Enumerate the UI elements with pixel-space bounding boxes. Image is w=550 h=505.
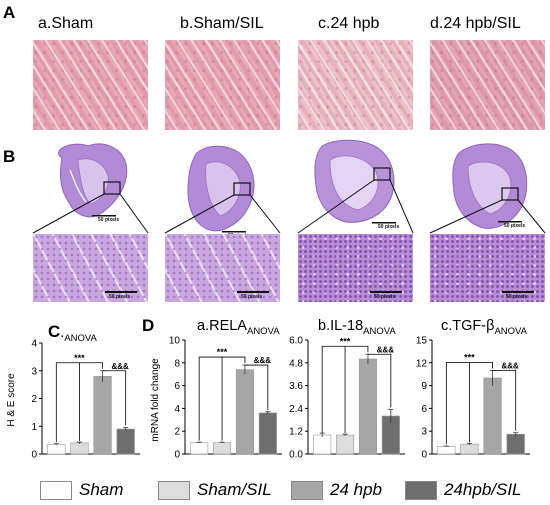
chart-c-ylabel: H & E score: [6, 373, 17, 427]
chart-d-a-tick-label: 0: [174, 450, 180, 461]
histology-image-24hpb-sil: [430, 40, 545, 130]
chart-c-title: C.ANOVA: [48, 322, 97, 344]
chart-d-c-tick-label: 15: [416, 336, 428, 347]
chart-d-b-tick-label: 4.8: [289, 358, 303, 369]
legend-swatch-24hpb: [291, 480, 323, 500]
chart-d-c-bar-sham-sil: [460, 443, 479, 455]
histology-image-sham-sil: [165, 40, 280, 130]
legend-item-24hpb: 24 hpb: [291, 480, 382, 500]
chart-d-b-tick-label: 0.0: [289, 450, 303, 461]
magnified-image-sham-sil: 50 pixels: [165, 234, 280, 302]
legend-label-24hpb-sil: 24hpb/SIL: [444, 480, 522, 499]
chart-c-bar-sham-sil: [70, 442, 89, 455]
chart-d-a-bar-24hpb: [235, 369, 254, 455]
legend-label-sham-sil: Sham/SIL: [197, 480, 272, 499]
chart-d-a-tick-label: 10: [169, 336, 181, 347]
chart-c-sig-bracket-2: [102, 370, 127, 426]
chart-d-b-bar-sham: [313, 434, 332, 455]
chart-d-c-sig-bracket-1: [445, 362, 493, 445]
chart-d-c-tgfb: 0 3 6 9 12 15 *** &&&: [416, 336, 530, 461]
chart-d-b-bar-24hpb: [358, 358, 377, 455]
panel-a-title-24hpb: c.24 hpb: [318, 15, 380, 32]
chart-d-b-il18: 0.0 1.2 2.4 3.6 4.8 6.0 *** &&&: [289, 336, 405, 461]
chart-d-b-tick-label: 1.2: [289, 427, 303, 438]
legend-item-sham: Sham: [40, 480, 123, 500]
chart-d-c-tick-label: 6: [421, 404, 427, 415]
heart-section-sham: [32, 143, 149, 234]
scale-label-24hpb-sil: 50 pixels: [504, 223, 526, 229]
chart-d-a-tick-label: 4: [174, 404, 180, 415]
panel-a-title-sham: a.Sham: [38, 15, 94, 32]
chart-d-a-bar-24hpb-sil: [258, 412, 277, 455]
chart-d-c-tick-label: 0: [421, 450, 427, 461]
chart-d-ylabel: mRNA fold change: [150, 358, 161, 442]
chart-d-c-title: c.TGF-βANOVA: [441, 318, 528, 337]
legend-swatch-sham: [40, 480, 72, 500]
chart-c-tick-label: 1: [31, 422, 37, 433]
legend-label-sham: Sham: [79, 480, 124, 499]
chart-d-a-bar-sham: [190, 442, 209, 455]
chart-c-bar-sham: [47, 443, 66, 455]
chart-d-c-sig-label-1: ***: [464, 352, 475, 362]
histology-image-24hpb: [298, 40, 413, 130]
legend-label-24hpb: 24 hpb: [330, 480, 382, 499]
chart-c-tick-label: 0: [31, 450, 37, 461]
chart-d-a-sig-label-2: &&&: [254, 356, 272, 365]
chart-c-sig-label-1: ***: [74, 353, 85, 363]
chart-d-a-sig-bracket-2: [244, 364, 269, 410]
chart-d-a-bar-sham-sil: [213, 442, 232, 455]
heart-sections: [32, 139, 546, 234]
chart-d-c-sig-label-2: &&&: [501, 361, 519, 370]
panel-a-title-sham-sil: b.Sham/SIL: [180, 15, 264, 32]
chart-d-a-tick-label: 2: [174, 427, 180, 438]
legend-item-sham-sil: Sham/SIL: [158, 480, 272, 500]
histology-image-sham: [33, 40, 148, 130]
chart-d-b-bar-sham-sil: [336, 434, 355, 455]
legend-item-24hpb-sil: 24hpb/SIL: [405, 480, 522, 500]
chart-d-c-tick-label: 3: [421, 427, 427, 438]
magnified-image-24hpb: 50 pixels: [298, 234, 413, 302]
chart-d-c-tick-label: 12: [416, 358, 428, 369]
chart-c-tick-label: 2: [31, 394, 37, 405]
heart-section-sham-sil: [164, 145, 281, 234]
chart-c-bar-24hpb: [93, 375, 112, 455]
chart-d-b-tick-label: 6.0: [289, 336, 303, 347]
chart-c-tick-label: 3: [31, 366, 37, 377]
chart-d-a-tick-label: 8: [174, 358, 180, 369]
legend-swatch-24hpb-sil: [405, 480, 437, 500]
chart-d-a-rela: 0 2 4 6 8 10 *** &&&: [169, 336, 282, 461]
chart-d-c-sig-bracket-2: [492, 370, 517, 431]
chart-d-a-sig-bracket-1: [198, 356, 246, 441]
panel-a-label: A: [3, 3, 16, 22]
chart-d-c-tick-label: 9: [421, 381, 427, 392]
chart-c-tick-label: 4: [31, 339, 37, 350]
magnified-image-24hpb-sil: 50 pixels: [430, 234, 545, 302]
heart-section-24hpb: [297, 139, 414, 234]
chart-d-c-bar-24hpb: [483, 377, 502, 455]
chart-d-b-sig-bracket-2: [367, 353, 392, 408]
chart-d-a-sig-label-1: ***: [217, 347, 228, 357]
chart-d-b-title: b.IL-18ANOVA: [318, 318, 396, 337]
panel-b-label: B: [3, 147, 16, 166]
chart-d-a-tick-label: 6: [174, 381, 180, 392]
heart-section-24hpb-sil: [429, 143, 546, 234]
chart-d-b-tick-label: 2.4: [289, 404, 303, 415]
scale-label-sham: 50 pixels: [98, 217, 120, 223]
panel-d-label: D: [142, 316, 155, 335]
scale-label-24hpb: 50 pixels: [378, 224, 400, 230]
chart-c-bar-24hpb-sil: [116, 428, 135, 455]
magnified-image-sham: 50 pixels: [33, 234, 148, 302]
chart-d-c-bar-24hpb-sil: [506, 433, 525, 455]
chart-d-b-tick-label: 3.6: [289, 381, 303, 392]
chart-c-sig-label-2: &&&: [111, 362, 129, 371]
chart-d-b-sig-label-1: ***: [340, 336, 351, 346]
legend-swatch-sham-sil: [158, 480, 190, 500]
chart-d-a-title: a.RELAANOVA: [197, 318, 280, 337]
chart-d-c-bar-sham: [437, 446, 456, 455]
panel-a-title-24hpb-sil: d.24 hpb/SIL: [430, 15, 521, 32]
chart-d-b-sig-label-2: &&&: [377, 345, 395, 354]
chart-c-he-score: 0 1 2 3 4 *** &&&: [31, 339, 140, 461]
